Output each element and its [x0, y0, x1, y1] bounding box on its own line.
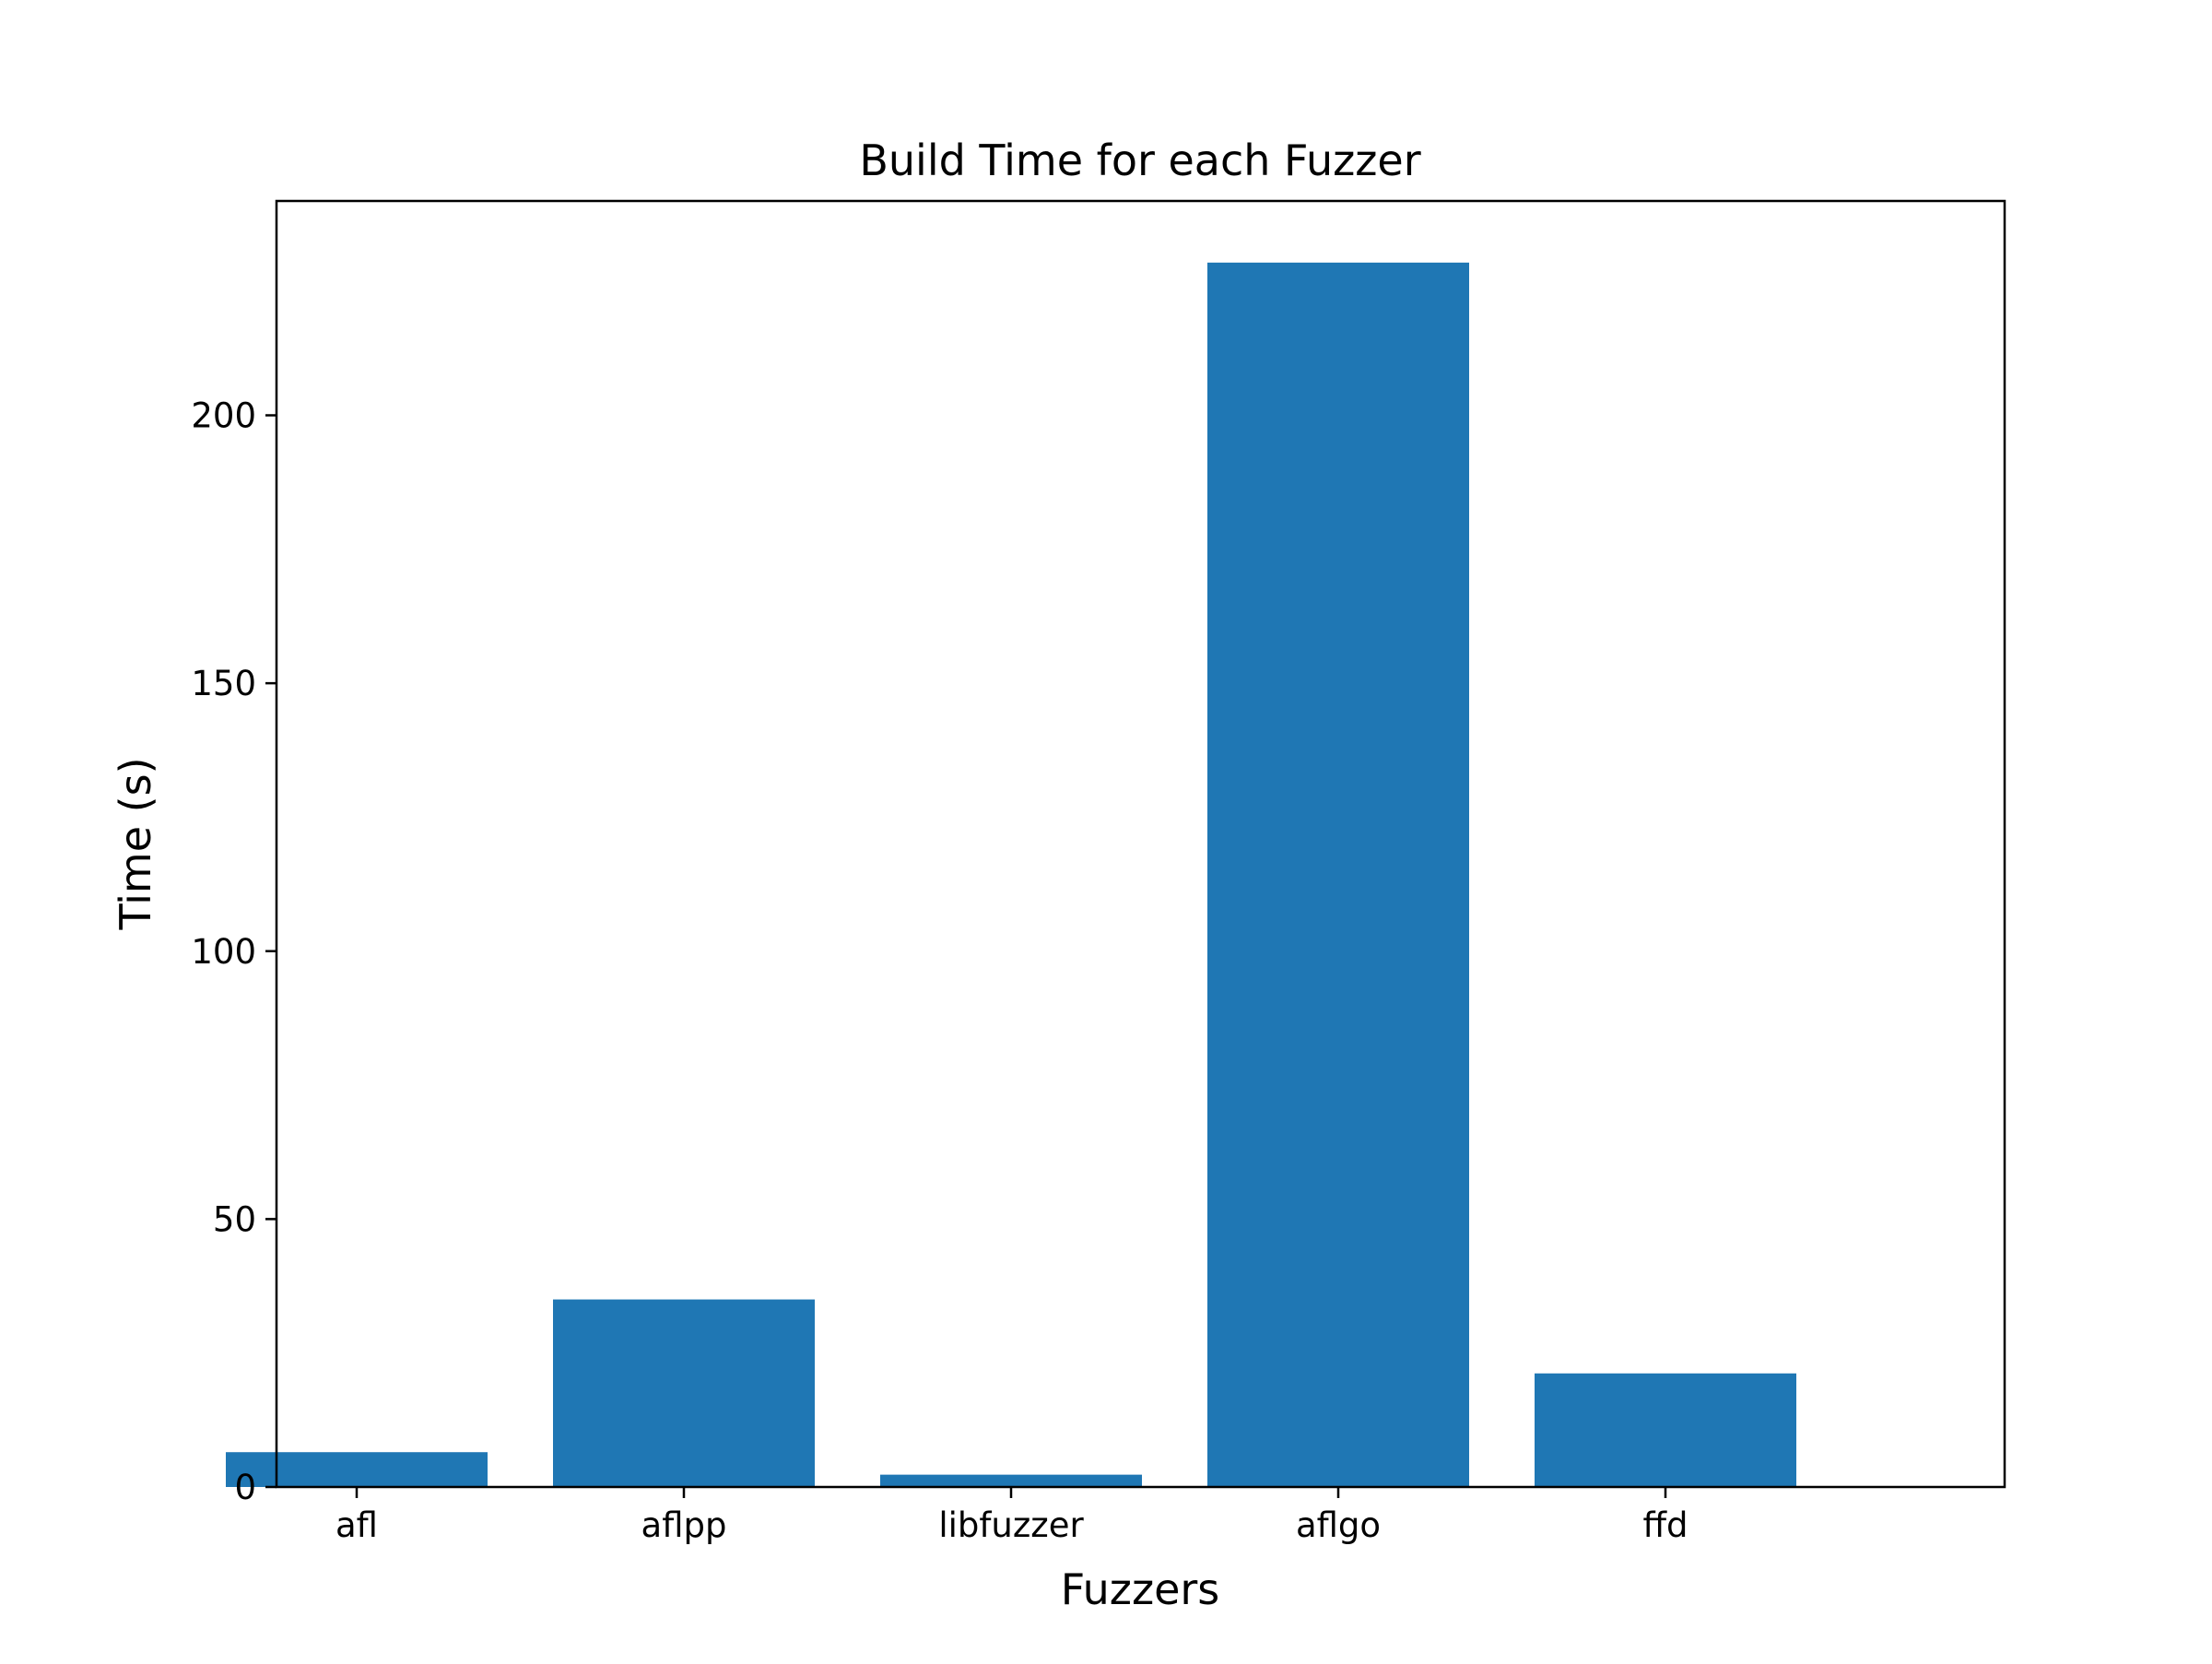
y-tick-label-150: 150 [191, 664, 256, 703]
x-tick-label-afl: afl [335, 1505, 378, 1545]
bar-aflgo [1207, 262, 1469, 1487]
x-axis-ticks: afl aflpp libfuzzer aflgo ffd [335, 1487, 1688, 1545]
y-tick-label-50: 50 [213, 1199, 256, 1239]
bars-group [226, 262, 1796, 1487]
y-tick-label-100: 100 [191, 932, 256, 972]
bar-ffd [1535, 1373, 1796, 1487]
y-tick-label-200: 200 [191, 396, 256, 436]
y-axis-label: Time (s) [111, 757, 160, 930]
bar-libfuzzer [880, 1474, 1142, 1487]
chart-title: Build Time for each Fuzzer [859, 136, 1420, 185]
x-axis-label: Fuzzers [1061, 1564, 1220, 1614]
x-tick-label-libfuzzer: libfuzzer [938, 1505, 1084, 1545]
x-tick-label-aflgo: aflgo [1296, 1505, 1381, 1545]
bar-afl [226, 1452, 488, 1487]
x-tick-label-aflpp: aflpp [641, 1505, 727, 1545]
y-tick-label-0: 0 [234, 1468, 256, 1507]
plot-frame [275, 199, 2006, 1489]
x-tick-label-ffd: ffd [1643, 1505, 1688, 1545]
bar-aflpp [553, 1299, 815, 1487]
y-axis-ticks: 0 50 100 150 200 [191, 396, 276, 1507]
